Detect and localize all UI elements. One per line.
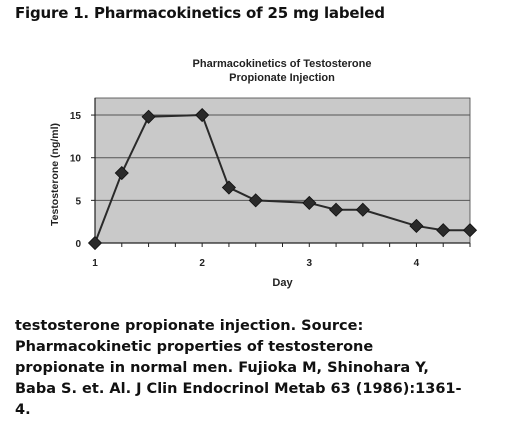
chart-title-line-2: Propionate Injection	[229, 72, 335, 84]
y-tick-label: 15	[70, 111, 82, 122]
y-axis-label: Testosterone (ng/ml)	[49, 123, 61, 226]
data-point-marker	[355, 202, 370, 217]
y-tick-label: 10	[70, 154, 82, 165]
data-point-marker	[87, 235, 103, 251]
caption-line-5: 4.	[15, 402, 31, 418]
caption-line-4: Baba S. et. Al. J Clin Endocrinol Metab …	[15, 381, 462, 397]
data-point-marker	[302, 195, 317, 210]
data-point-marker	[141, 109, 156, 124]
figure-caption: testosterone propionate injection. Sourc…	[15, 316, 505, 421]
figure-heading: Figure 1. Pharmacokinetics of 25 mg labe…	[15, 4, 385, 22]
data-point-marker	[114, 165, 129, 181]
data-point-marker	[462, 223, 478, 238]
data-point-marker	[409, 218, 424, 234]
line-chart: 0 5 10 15 1 2 3 4 Day Testosterone (ng/ml)	[49, 97, 478, 289]
data-point-marker	[329, 202, 344, 217]
y-tick-label: 0	[75, 239, 81, 250]
chart-title-line-1: Pharmacokinetics of Testosterone	[192, 58, 372, 70]
data-point-marker	[248, 193, 263, 208]
caption-line-3: propionate in normal men. Fujioka M, Shi…	[15, 360, 429, 376]
x-tick-label: 1	[92, 258, 98, 269]
x-tick-label: 4	[414, 258, 420, 269]
grid-lines	[95, 114, 470, 201]
y-tick-label: 5	[75, 196, 81, 207]
data-point-marker	[195, 107, 210, 123]
chart-title: Pharmacokinetics of Testosterone Propion…	[92, 57, 472, 85]
data-series	[87, 107, 478, 251]
caption-line-1: testosterone propionate injection. Sourc…	[15, 318, 364, 334]
plot-area	[94, 97, 471, 244]
axis-ticks: 0 5 10 15 1 2 3 4	[70, 111, 471, 269]
data-point-marker	[436, 223, 451, 238]
caption-line-2: Pharmacokinetic properties of testostero…	[15, 339, 374, 355]
x-axis-label: Day	[272, 277, 293, 289]
data-point-marker	[221, 180, 236, 195]
x-tick-label: 2	[199, 258, 205, 269]
x-tick-label: 3	[307, 258, 313, 269]
